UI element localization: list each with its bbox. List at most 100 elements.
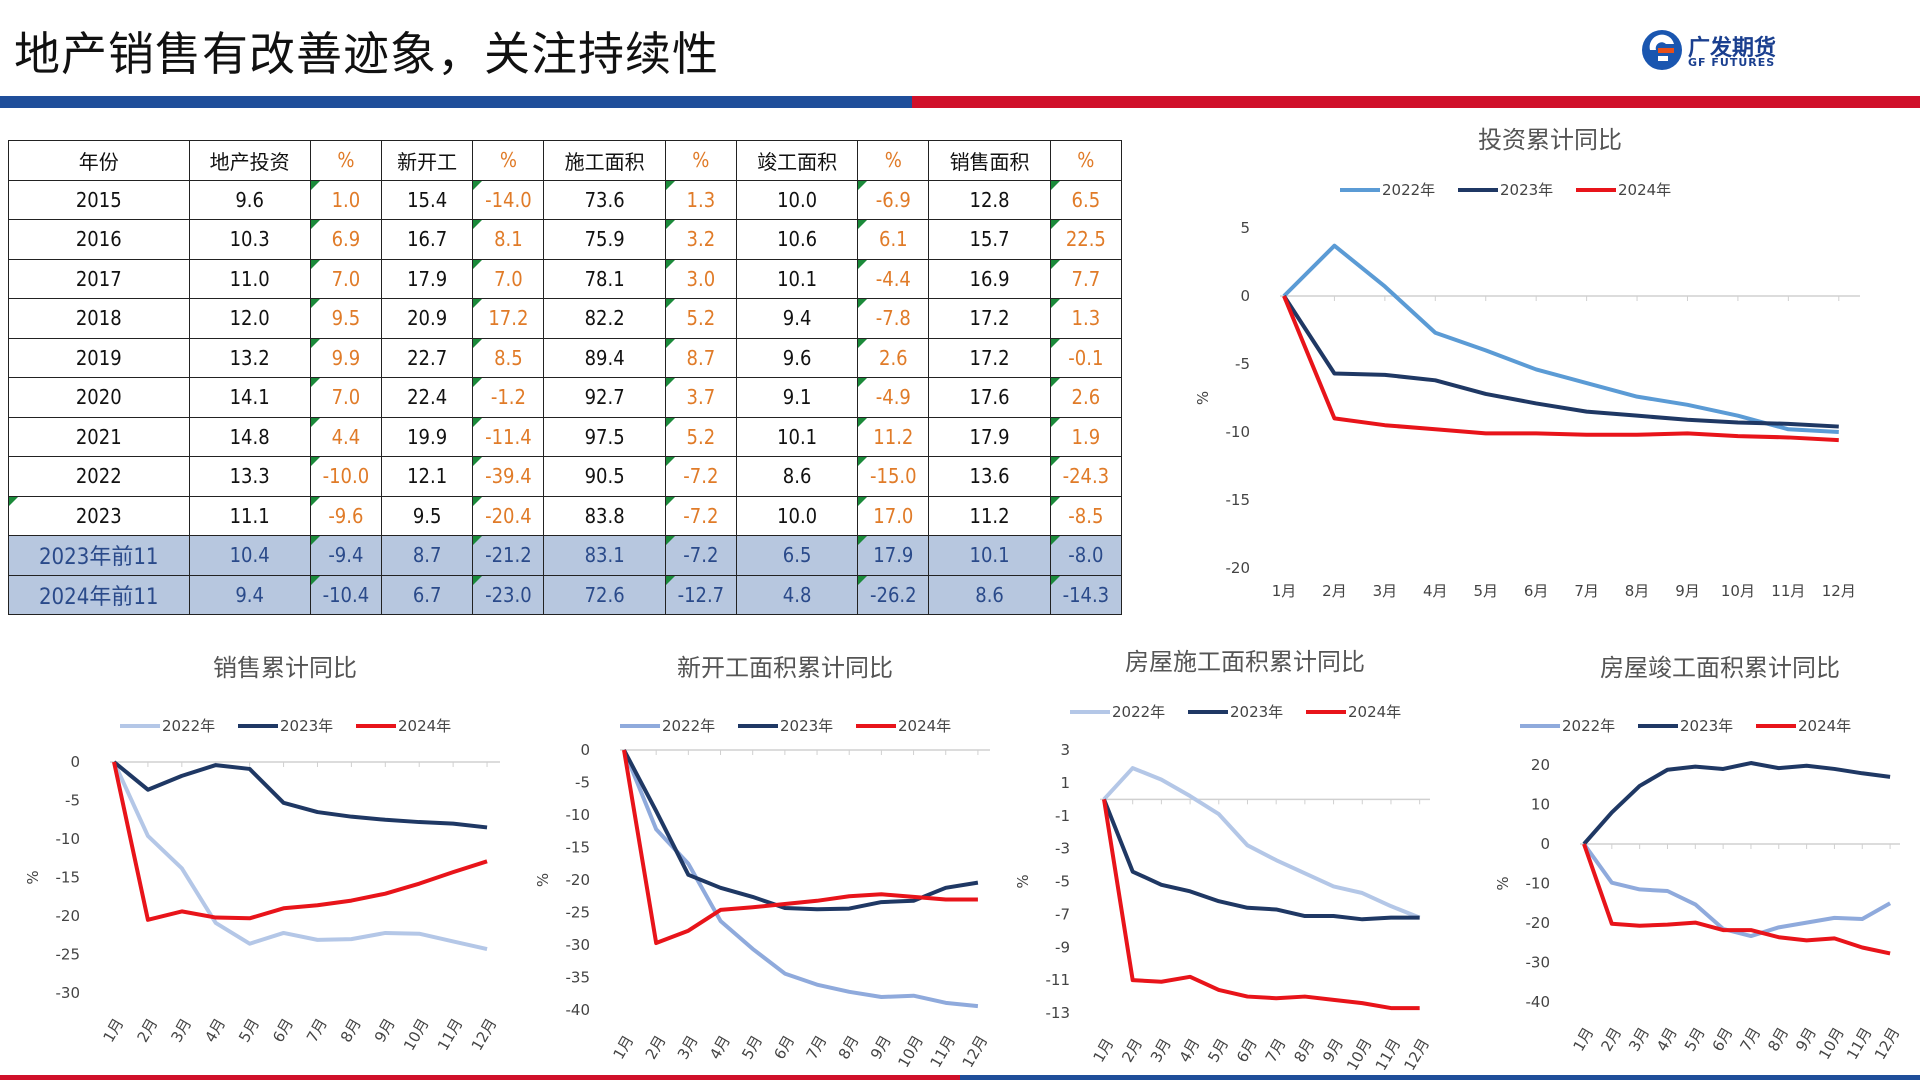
logo-en-text: GF FUTURES — [1688, 56, 1776, 69]
completion-legend-label: 2023年 — [1680, 717, 1733, 735]
invest-ytick: -10 — [1226, 423, 1251, 441]
table-header-8: % — [857, 140, 930, 181]
table-cell: -39.4 — [472, 456, 545, 497]
gf-logo-icon — [1642, 30, 1682, 70]
construction-xtick: 4月 — [1176, 1035, 1204, 1065]
table-cell: 2023 — [8, 495, 190, 536]
sales-xtick: 11月 — [434, 1015, 467, 1054]
table-cell: -26.2 — [857, 574, 930, 615]
table-cell: 7.7 — [1049, 258, 1123, 299]
table-cell: 2020 — [8, 377, 190, 418]
table-cell: 2015 — [8, 179, 190, 220]
table-cell: 14.1 — [188, 377, 311, 418]
table-cell: 2017 — [8, 258, 190, 299]
table-cell: 17.2 — [928, 298, 1051, 339]
newstart-ytick: -20 — [566, 871, 591, 889]
newstart-xtick: 6月 — [770, 1032, 798, 1062]
invest-xtick: 10月 — [1721, 582, 1755, 600]
table-cell: 2018 — [8, 298, 190, 339]
table-cell: 2022 — [8, 456, 190, 497]
newstart-chart-title: 新开工面积累计同比 — [677, 654, 893, 682]
completion-series-0-line — [1582, 842, 1892, 939]
construction-xtick: 1月 — [1090, 1035, 1118, 1065]
construction-series-1-line — [1102, 798, 1420, 922]
sales-xtick: 10月 — [400, 1015, 433, 1054]
completion-ytick: 10 — [1531, 796, 1550, 814]
sales-xtick: 2月 — [133, 1015, 161, 1045]
invest-ytick: -15 — [1226, 491, 1251, 509]
table-cell: -7.2 — [664, 495, 737, 536]
newstart-ytick: -5 — [575, 774, 590, 792]
table-cell: 9.9 — [309, 337, 382, 378]
sales-series-0-line — [112, 761, 488, 952]
invest-legend-label: 2024年 — [1618, 181, 1671, 199]
sales-ytick: -5 — [65, 792, 80, 810]
newstart-legend-label: 2024年 — [898, 717, 951, 735]
table-cell: 2024年前11 — [8, 574, 190, 615]
invest-legend-label: 2022年 — [1382, 181, 1435, 199]
gf-futures-logo: 广发期货 GF FUTURES — [1640, 28, 1790, 76]
construction-ytick: -7 — [1055, 905, 1070, 923]
table-cell: 12.1 — [380, 456, 474, 497]
invest-ytick: 5 — [1240, 219, 1250, 237]
invest-xtick: 1月 — [1272, 582, 1297, 600]
table-cell: 11.1 — [188, 495, 311, 536]
sales-ytick: -15 — [56, 869, 81, 887]
newstart-series-1-line — [622, 749, 979, 912]
table-cell: 17.2 — [472, 298, 545, 339]
construction-series-2-line — [1102, 798, 1420, 1011]
table-cell: 22.4 — [380, 377, 474, 418]
construction-xtick: 5月 — [1204, 1035, 1232, 1065]
table-cell: 15.7 — [928, 219, 1051, 260]
construction-ytick: -13 — [1046, 1004, 1071, 1022]
table-cell: 9.6 — [735, 337, 859, 378]
table-row: 2023 11.1 -9.6 9.5 -20.4 83.8 -7.2 10.0 17.0 11.2… — [8, 495, 1123, 536]
table-header-9: 销售面积 — [928, 140, 1051, 181]
table-cell: 8.7 — [380, 535, 474, 576]
construction-ytick: -3 — [1055, 840, 1070, 858]
sales-xtick: 12月 — [468, 1015, 501, 1054]
table-row: 2022 13.3 -10.0 12.1 -39.4 90.5 -7.2 8.6 -15.0 13… — [8, 456, 1123, 497]
sales-xtick: 4月 — [201, 1015, 229, 1045]
table-cell: 12.8 — [928, 179, 1051, 220]
newstart-ytick: -25 — [566, 904, 591, 922]
table-cell: 13.2 — [188, 337, 311, 378]
sales-ytick: -30 — [56, 984, 81, 1002]
table-cell: 10.0 — [735, 495, 859, 536]
completion-ytick: 0 — [1540, 835, 1550, 853]
table-cell: 16.7 — [380, 219, 474, 260]
table-row: 2015 9.6 1.0 15.4 -14.0 73.6 1.3 10.0 -6.9 12.8 6.… — [8, 179, 1123, 220]
construction-y-label: % — [1014, 874, 1032, 888]
table-header-2: % — [309, 140, 382, 181]
table-cell: 22.5 — [1049, 219, 1123, 260]
table-cell: -14.0 — [472, 179, 545, 220]
table-cell: 7.0 — [309, 377, 382, 418]
completion-svg: 房屋竣工面积累计同比 2022年 2023年 2024年 20 10 0 -10 -20 -30 -… — [1494, 654, 1903, 1063]
table-cell: 11.0 — [188, 258, 311, 299]
completion-xtick: 4月 — [1653, 1024, 1681, 1054]
completion-ytick: -40 — [1526, 993, 1551, 1011]
table-cell: 13.3 — [188, 456, 311, 497]
table-row: 2017 11.0 7.0 17.9 7.0 78.1 3.0 10.1 -4.4 16.9 7.7 — [8, 258, 1123, 299]
table-cell: 1.0 — [309, 179, 382, 220]
completion-xtick: 6月 — [1709, 1024, 1737, 1054]
table-header-3: 新开工 — [380, 140, 474, 181]
table-cell: -9.4 — [309, 535, 382, 576]
newstart-xtick: 10月 — [894, 1032, 927, 1071]
construction-legend-label: 2024年 — [1348, 703, 1401, 721]
table-cell: 90.5 — [543, 456, 666, 497]
construction-svg: 房屋施工面积累计同比 2022年 2023年 2024年 3 1 -1 -3 -5 -7 -9 -11… — [1014, 648, 1433, 1074]
header-rule-red — [912, 96, 1920, 108]
construction-xtick: 7月 — [1262, 1035, 1290, 1065]
sales-ytick: -20 — [56, 907, 81, 925]
table-cell: 7.0 — [472, 258, 545, 299]
table-cell: -0.1 — [1049, 337, 1123, 378]
sales-ytick: -10 — [56, 830, 81, 848]
table-cell: -14.3 — [1049, 574, 1123, 615]
table-cell: -7.8 — [857, 298, 930, 339]
construction-xtick: 12月 — [1400, 1035, 1433, 1074]
table-cell: -4.9 — [857, 377, 930, 418]
table-cell: 9.1 — [735, 377, 859, 418]
table-cell: 1.3 — [1049, 298, 1123, 339]
table-cell: -4.4 — [857, 258, 930, 299]
